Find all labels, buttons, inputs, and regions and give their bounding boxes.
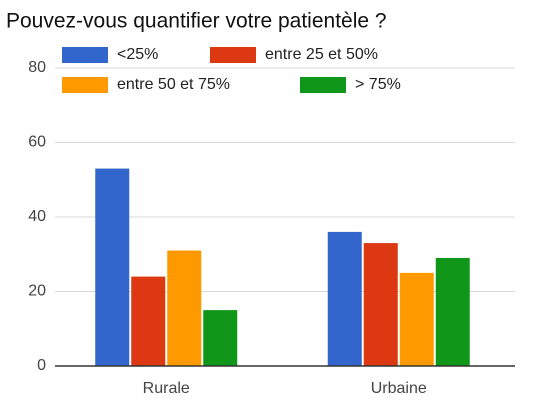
legend-label: entre 50 et 75%	[117, 76, 230, 93]
legend-swatch	[62, 47, 108, 63]
bar	[435, 257, 470, 366]
legend-label: entre 25 et 50%	[265, 46, 378, 63]
y-tick-label: 40	[28, 208, 46, 225]
x-tick-label: Rurale	[143, 380, 190, 397]
y-tick-label: 20	[28, 283, 46, 300]
bar	[399, 272, 434, 366]
legend-label: > 75%	[355, 76, 401, 93]
bar	[131, 276, 166, 366]
y-tick-label: 80	[28, 59, 46, 76]
y-tick-label: 0	[37, 357, 46, 374]
bar	[327, 231, 362, 366]
y-tick-label: 60	[28, 134, 46, 151]
bar	[167, 250, 202, 366]
bar	[95, 168, 130, 366]
chart-title: Pouvez-vous quantifier votre patientèle …	[6, 10, 387, 33]
bar	[203, 310, 238, 366]
legend-swatch	[210, 47, 256, 63]
bar	[363, 243, 398, 366]
x-tick-label: Urbaine	[371, 380, 427, 397]
legend-label: <25%	[117, 46, 158, 63]
legend-swatch	[62, 77, 108, 93]
legend-swatch	[300, 77, 346, 93]
